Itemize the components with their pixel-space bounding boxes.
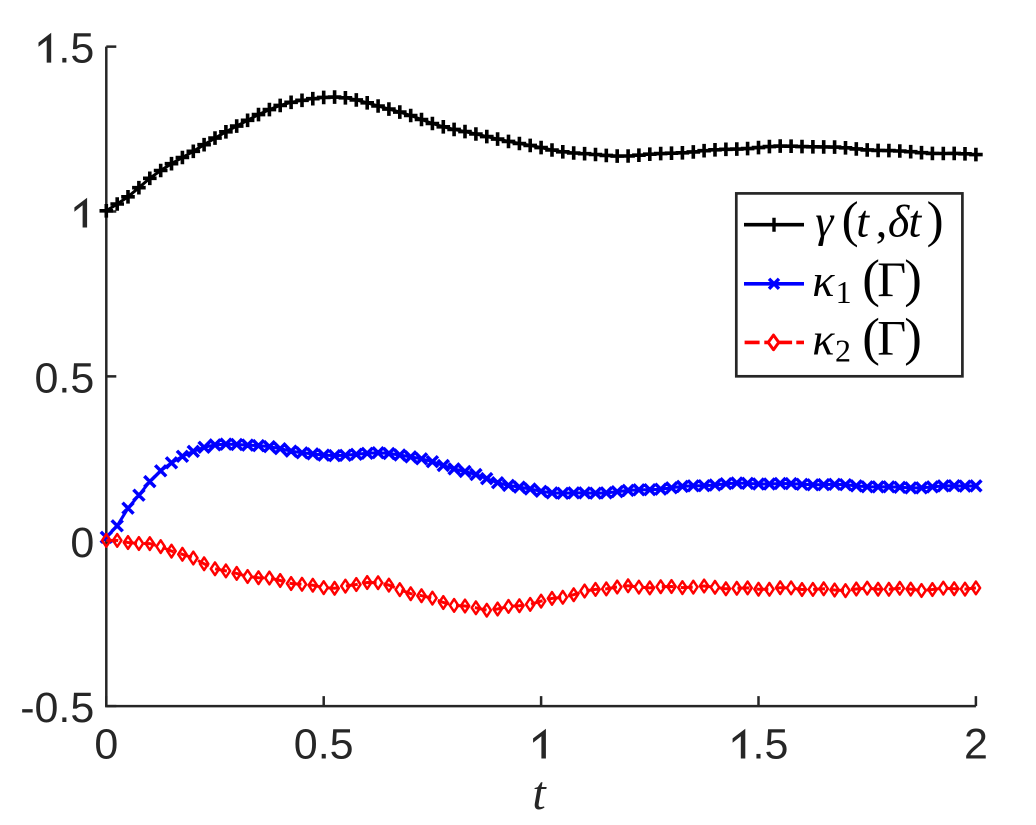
svg-text:,: , <box>876 196 888 247</box>
svg-text:t: t <box>908 196 922 247</box>
svg-text:κ: κ <box>812 314 835 365</box>
svg-text:κ: κ <box>812 255 835 306</box>
svg-text:.5: .5 <box>58 25 94 73</box>
svg-text:(: ( <box>862 309 880 367</box>
svg-text:(: ( <box>862 250 880 308</box>
svg-text:0: 0 <box>70 519 94 567</box>
svg-text:Γ: Γ <box>877 251 906 307</box>
svg-text:2: 2 <box>964 721 988 769</box>
svg-text:γ: γ <box>815 196 835 247</box>
svg-text:): ) <box>904 250 922 308</box>
svg-text:0: 0 <box>94 721 118 769</box>
svg-text:0.5: 0.5 <box>294 721 354 769</box>
svg-text:(: ( <box>842 193 859 249</box>
svg-text:t: t <box>856 196 870 247</box>
svg-text:0.5: 0.5 <box>35 354 95 402</box>
svg-text:): ) <box>904 309 922 367</box>
svg-text:1: 1 <box>836 274 852 310</box>
svg-text:t: t <box>532 767 547 820</box>
svg-text:Γ: Γ <box>877 310 906 366</box>
svg-text:): ) <box>927 193 944 249</box>
svg-text:-0.5: -0.5 <box>20 684 94 732</box>
svg-text:δ: δ <box>888 196 910 247</box>
svg-text:2: 2 <box>835 333 851 369</box>
svg-text:.5: .5 <box>753 721 789 769</box>
